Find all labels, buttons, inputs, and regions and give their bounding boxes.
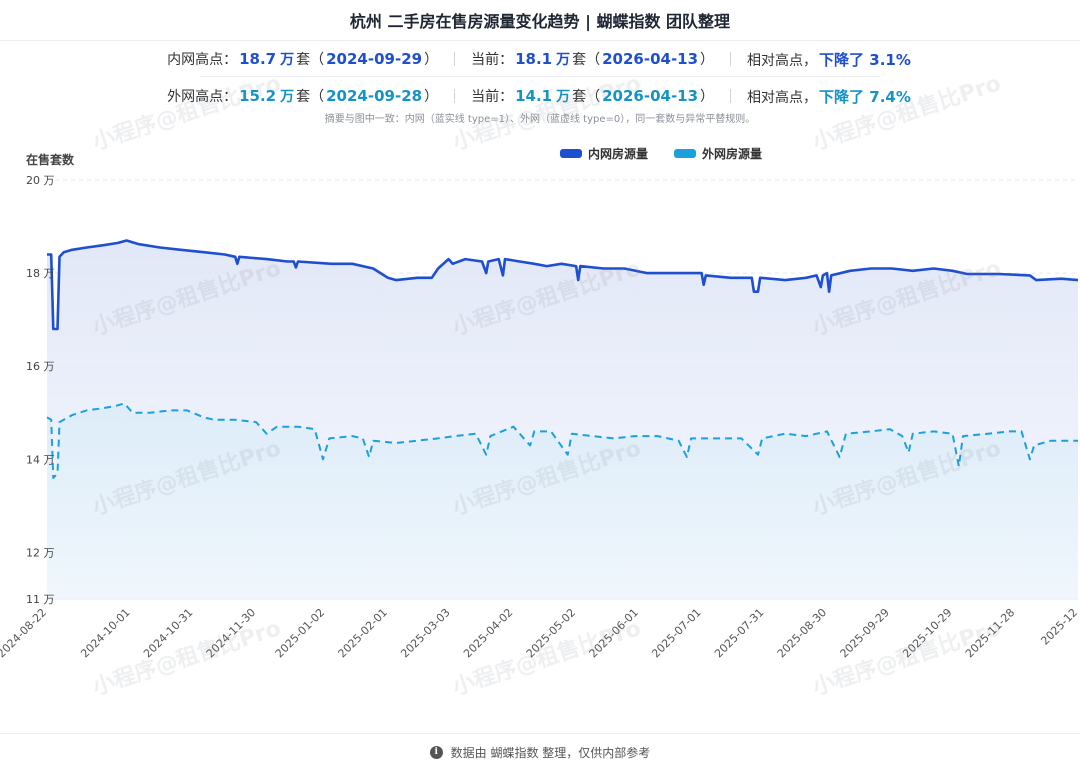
outer-relative: 相对高点， 下降了 7.4% [747, 86, 913, 107]
legend: 内网房源量 外网房源量 [560, 145, 788, 161]
outer-current: 当前： 14.1 万 套（ 2026-04-13 ） [471, 86, 714, 106]
x-tick-label: 2025-05-02 [524, 606, 578, 660]
y-tick-label: 16 万 [26, 360, 55, 373]
x-tick-label: 2025-04-02 [461, 606, 515, 660]
legend-label-inner: 内网房源量 [588, 146, 649, 161]
outer-peak-label: 外网高点： [167, 89, 238, 105]
series-line-outer [46, 402, 1078, 479]
inner-peak-value: 18.7 [239, 50, 277, 68]
summary-note: 摘要与图中一致：内网（蓝实线 type=1）、外网（蓝虚线 type=0），同一… [324, 114, 756, 125]
outer-peak-value: 15.2 [239, 87, 277, 105]
x-tick-label: 2024-10-01 [78, 606, 132, 660]
outer-peak: 外网高点： 15.2 万 套（ 2024-09-28 ） [167, 86, 438, 106]
legend-item-inner[interactable]: 内网房源量 [560, 145, 648, 162]
outer-current-date: 2026-04-13 [602, 87, 699, 105]
outer-peak-suffix: 套（ [296, 89, 325, 105]
x-axis-ticks: 2024-08-22 2024-10-01 2024-10-31 2024-11-30… [0, 606, 1080, 660]
inner-peak-date: 2024-09-29 [326, 50, 423, 68]
outer-rel-value: 下降了 7.4% [819, 87, 911, 106]
summary-divider [200, 76, 880, 77]
y-tick-label: 20 万 [26, 174, 55, 187]
legend-label-outer: 外网房源量 [702, 146, 763, 161]
outer-current-close: ） [700, 89, 715, 105]
x-tick-label: 2025-06-01 [587, 606, 641, 660]
outer-current-unit: 万 [556, 89, 571, 105]
x-tick-label: 2024-11-30 [204, 606, 258, 660]
y-axis-title: 在售套数 [26, 153, 75, 167]
divider [730, 89, 732, 103]
inner-peak-label: 内网高点： [167, 52, 238, 68]
x-tick-label: 2024-10-31 [141, 606, 195, 660]
x-tick-label: 2025-10-29 [900, 606, 954, 660]
divider [454, 52, 456, 66]
info-icon: i [429, 745, 443, 759]
divider [454, 89, 456, 103]
footer-text: 数据由 蝴蝶指数 整理，仅供内部参考 [450, 745, 651, 760]
x-tick-label: 2025-08-30 [775, 606, 829, 660]
x-tick-label: 2024-08-22 [0, 606, 49, 660]
inner-peak-close: ） [424, 52, 439, 68]
x-tick-label: 2025-11-28 [963, 606, 1017, 660]
inner-peak: 内网高点： 18.7 万 套（ 2024-09-29 ） [167, 49, 438, 69]
outer-rel-label: 相对高点， [747, 89, 818, 106]
summary-outer-row: 外网高点： 15.2 万 套（ 2024-09-28 ） 当前： 14.1 万 … [0, 81, 1080, 111]
x-tick-label: 2025-03-03 [398, 606, 452, 660]
x-tick-label: 2025-07-01 [649, 606, 703, 660]
area-fill-outer [47, 403, 1078, 599]
y-tick-label: 18 万 [26, 267, 55, 280]
inner-relative: 相对高点， 下降了 3.1% [747, 49, 913, 70]
page-title: 杭州 二手房在售房源量变化趋势 | 蝴蝶指数 团队整理 [0, 0, 1080, 41]
inner-rel-label: 相对高点， [747, 52, 818, 69]
outer-current-value: 14.1 [515, 87, 553, 105]
y-tick-label: 14 万 [26, 453, 55, 466]
inner-current-date: 2026-04-13 [602, 50, 699, 68]
outer-peak-unit: 万 [280, 89, 295, 105]
x-tick-label: 2025-12 [1038, 606, 1080, 648]
y-axis-ticks: 11 万 12 万 14 万 16 万 18 万 20 万 [26, 174, 55, 606]
summary-inner-row: 内网高点： 18.7 万 套（ 2024-09-29 ） 当前： 18.1 万 … [0, 44, 1080, 74]
x-tick-label: 2025-01-02 [273, 606, 327, 660]
area-fills [47, 240, 1078, 599]
legend-item-outer[interactable]: 外网房源量 [674, 145, 762, 162]
legend-swatch-outer [674, 148, 697, 158]
inner-current-close: ） [700, 52, 715, 68]
line-chart: 11 万12 万14 万16 万18 万20 万 2024-08-22 2024-… [0, 174, 1080, 660]
outer-current-suffix: 套（ [572, 89, 601, 105]
inner-peak-suffix: 套（ [296, 52, 325, 68]
series-line-inner [47, 239, 1079, 331]
inner-current-value: 18.1 [515, 50, 553, 68]
divider [730, 52, 732, 66]
inner-current-suffix: 套（ [572, 52, 601, 68]
x-tick-label: 2025-07-31 [712, 606, 766, 660]
inner-current-label: 当前： [471, 52, 514, 68]
inner-current: 当前： 18.1 万 套（ 2026-04-13 ） [471, 49, 714, 69]
inner-current-unit: 万 [556, 52, 571, 68]
y-tick-label: 11 万 [26, 593, 55, 606]
series-lines [46, 239, 1079, 479]
footer: i 数据由 蝴蝶指数 整理，仅供内部参考 [0, 733, 1080, 769]
y-tick-label: 12 万 [26, 546, 55, 559]
outer-peak-date: 2024-09-28 [326, 87, 423, 105]
outer-current-label: 当前： [471, 89, 514, 105]
inner-rel-value: 下降了 3.1% [819, 50, 911, 69]
inner-peak-unit: 万 [280, 52, 295, 68]
legend-swatch-inner [560, 148, 582, 158]
x-tick-label: 2025-09-29 [838, 606, 892, 660]
x-tick-label: 2025-02-01 [336, 606, 390, 660]
outer-peak-close: ） [424, 89, 439, 105]
